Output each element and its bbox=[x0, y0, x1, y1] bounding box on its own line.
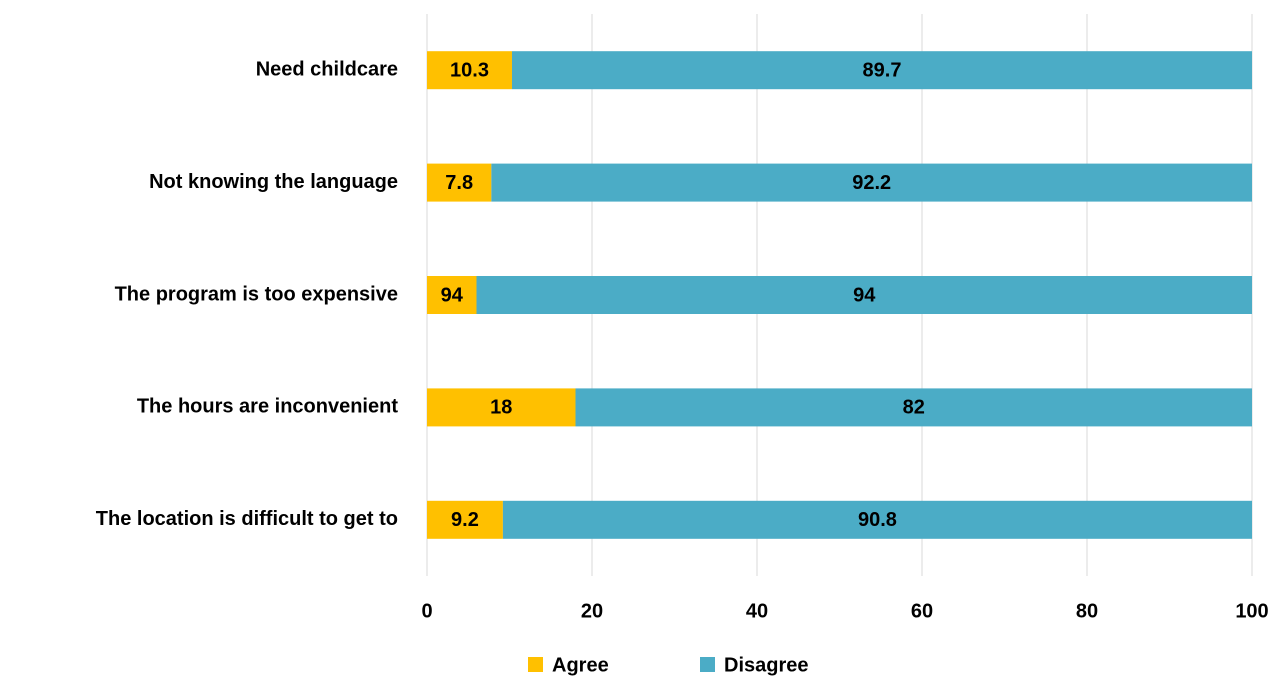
category-label: The hours are inconvenient bbox=[137, 396, 399, 418]
data-label: 89.7 bbox=[863, 59, 902, 81]
x-tick-label: 100 bbox=[1235, 600, 1268, 622]
data-label: 94 bbox=[853, 284, 876, 306]
data-label: 9.2 bbox=[451, 509, 479, 531]
category-label: Need childcare bbox=[256, 58, 398, 80]
data-label: 82 bbox=[903, 397, 925, 419]
bar-segment bbox=[502, 500, 1252, 539]
legend-label: Agree bbox=[552, 654, 609, 676]
bar-segment bbox=[511, 51, 1253, 90]
bar-segment bbox=[427, 388, 576, 427]
x-tick-label: 80 bbox=[1076, 600, 1098, 622]
data-label: 92.2 bbox=[852, 172, 891, 194]
bar-segment bbox=[575, 388, 1252, 427]
data-label: 10.3 bbox=[450, 59, 489, 81]
x-tick-label: 40 bbox=[746, 600, 768, 622]
category-label: The location is difficult to get to bbox=[96, 508, 398, 530]
bar-segment bbox=[427, 163, 492, 202]
bar-segment bbox=[427, 276, 477, 314]
legend-swatch bbox=[528, 657, 543, 672]
bar-segment bbox=[427, 500, 503, 539]
data-label: 7.8 bbox=[445, 172, 473, 194]
category-label: Not knowing the language bbox=[149, 171, 398, 193]
bar-segment bbox=[476, 276, 1252, 314]
data-label: 94 bbox=[441, 284, 464, 306]
legend-swatch bbox=[700, 657, 715, 672]
x-tick-label: 20 bbox=[581, 600, 603, 622]
bar-segment bbox=[491, 163, 1253, 202]
data-label: 90.8 bbox=[858, 509, 897, 531]
data-label: 18 bbox=[490, 397, 512, 419]
category-label: The program is too expensive bbox=[115, 283, 398, 305]
x-tick-label: 60 bbox=[911, 600, 933, 622]
legend-label: Disagree bbox=[724, 654, 809, 676]
x-tick-label: 0 bbox=[421, 600, 432, 622]
bar-segment bbox=[427, 51, 512, 90]
